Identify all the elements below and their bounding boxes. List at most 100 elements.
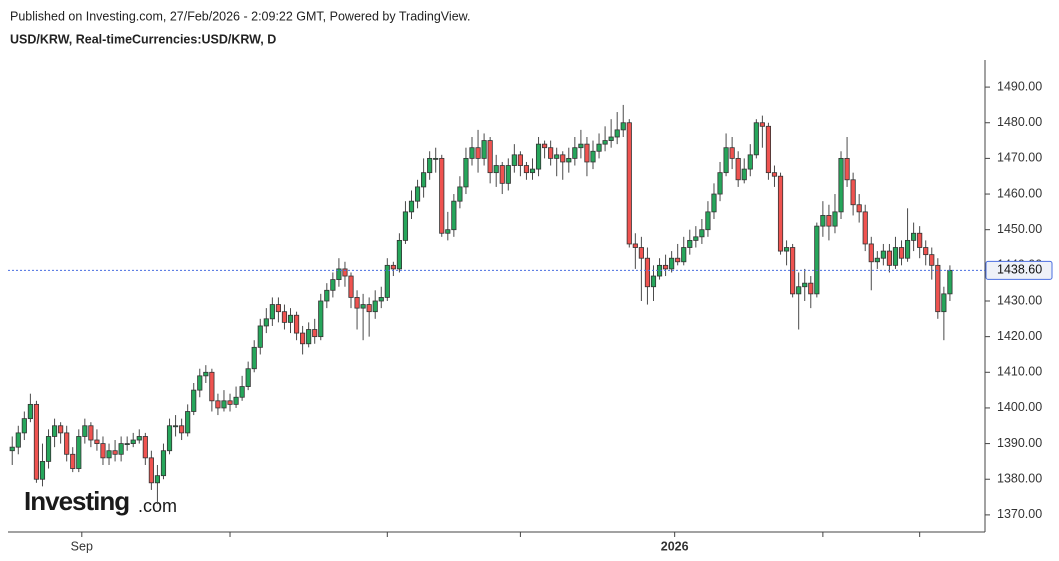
candle-body [699,229,705,238]
candle-body [535,143,542,170]
y-tick-label: 1490.00 [997,79,1042,93]
candle-body [463,157,469,188]
candle-body [312,329,318,338]
candle-body [197,375,203,391]
y-tick-label: 1380.00 [997,472,1042,486]
candle-body [663,264,669,270]
candle-body [82,425,88,437]
candle-body [185,411,191,434]
candle-body [644,257,651,288]
candle-body [354,297,360,309]
published-note: Published on Investing.com, 27/Feb/2026 … [10,9,470,23]
candle-body [941,293,947,313]
candle-body [669,257,675,270]
candle-body [372,300,378,313]
x-tick-label: 2026 [661,539,689,553]
candle-body [626,122,632,245]
logo-name: Investing [24,486,129,516]
y-tick-label: 1460.00 [997,186,1042,200]
candle-body [378,297,384,302]
candle-body [802,282,808,288]
candle-body [287,314,294,323]
candle-body [844,157,850,181]
candle-body [777,175,784,252]
candle-body [245,368,251,387]
candle-body [487,140,493,174]
candle-body [572,147,578,159]
candle-body [814,225,820,295]
candle-body [330,279,336,291]
candle-body [523,165,530,174]
candle-body [838,157,844,213]
candle-body [675,257,681,263]
candle-body [239,386,245,398]
candle-body [747,154,753,170]
candle-body [862,211,868,245]
candle-body [850,179,856,206]
candle-body [136,436,142,441]
candle-body [596,143,602,152]
candle-body [554,154,560,159]
candle-body [439,157,445,234]
candle-body [445,229,451,234]
candle-body [148,457,154,484]
candle-body [832,211,838,227]
candle-body [281,311,288,323]
candle-body [880,250,886,259]
candle-body [342,268,348,277]
candle-body [499,165,505,184]
candle-body [481,140,487,159]
candle-body [203,371,209,377]
candle-body [457,186,463,202]
candle-body [172,425,179,428]
candle-body [505,165,511,184]
candle-body [548,147,554,159]
candle-body [868,243,874,263]
y-tick-label: 1480.00 [997,115,1042,129]
candle-body [27,403,33,420]
candle-body [687,239,693,248]
candle-body [826,215,832,227]
candle-body [469,147,475,159]
candle-body [360,304,366,309]
candle-body [433,157,439,160]
candle-body [251,346,257,370]
candle-body [33,403,40,480]
candle-body [892,247,899,266]
candle-body [693,236,699,241]
candle-body [15,432,21,448]
candle-body [221,400,227,409]
candle-body [209,371,215,402]
candle-body [759,122,765,127]
candle-body [21,418,27,434]
candle-body [886,250,892,266]
candle-body [783,247,790,252]
y-tick-label: 1370.00 [997,507,1042,521]
candle-body [100,443,106,459]
candle-body [124,443,130,445]
candle-body [94,439,100,444]
candle-body [929,254,935,266]
candle-body [765,125,772,174]
candle-body [898,247,905,259]
candle-body [808,282,814,295]
candle-body [402,211,409,241]
last-price-box [985,260,1053,280]
candle-body [917,232,923,248]
candle-body [796,286,802,295]
candle-body [118,443,124,455]
candle-body [179,425,185,434]
candle-body [735,157,741,181]
candle-body [517,154,523,166]
candle-body [263,318,269,327]
candle-body [602,140,608,145]
y-tick-label: 1400.00 [997,400,1042,414]
candle-body [511,154,517,166]
y-tick-label: 1390.00 [997,436,1042,450]
candle-body [560,154,566,163]
candle-body [130,439,136,444]
candle-body [88,425,94,441]
candle-body [336,268,342,281]
last-price-label: 1438.60 [997,263,1042,277]
